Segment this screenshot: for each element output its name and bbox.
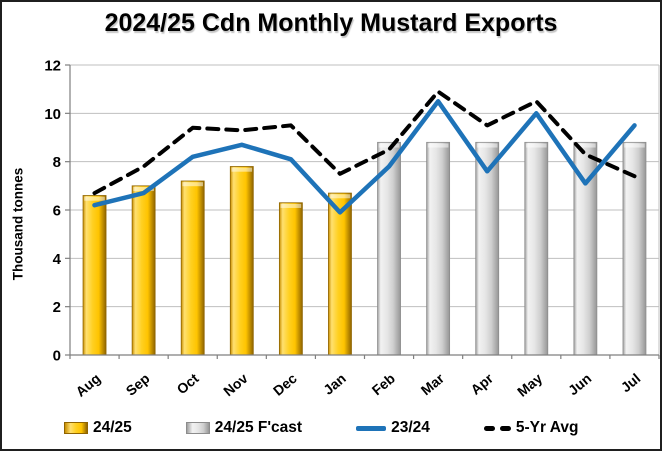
bar-top-highlight bbox=[378, 143, 400, 148]
legend-swatch-line bbox=[356, 425, 387, 431]
bar-24-25-sep bbox=[131, 185, 156, 356]
bar-top-highlight bbox=[133, 187, 154, 192]
bar-24-25-dec bbox=[278, 202, 303, 356]
bar-top-highlight bbox=[427, 143, 449, 148]
x-category-label-jul: Jul bbox=[618, 370, 644, 395]
y-tick-label: 6 bbox=[53, 203, 61, 220]
bar-24-25-oct bbox=[180, 180, 205, 356]
x-category-label-feb: Feb bbox=[369, 370, 398, 398]
bar-top-highlight bbox=[182, 182, 204, 187]
bar-top-highlight bbox=[329, 194, 351, 199]
bar-top-highlight bbox=[525, 143, 547, 148]
x-category-label-sep: Sep bbox=[123, 370, 153, 399]
x-category-label-mar: Mar bbox=[418, 370, 448, 399]
y-tick-label: 4 bbox=[53, 251, 62, 268]
legend-label: 23/24 bbox=[391, 419, 430, 436]
chart-title: 2024/25 Cdn Monthly Mustard Exports bbox=[104, 9, 558, 37]
bar-24-25-aug bbox=[82, 195, 107, 356]
legend-item-5-yr-avg: 5-Yr Avg bbox=[483, 419, 579, 437]
legend-swatch-bar bbox=[185, 422, 210, 434]
bar-top-highlight bbox=[231, 167, 253, 172]
bar-24-25-f-cast-apr bbox=[475, 141, 500, 356]
bar-top-highlight bbox=[84, 196, 105, 201]
y-tick-label: 8 bbox=[53, 154, 61, 171]
x-category-label-apr: Apr bbox=[467, 370, 496, 398]
y-tick-label: 2 bbox=[53, 299, 61, 316]
x-category-label-oct: Oct bbox=[173, 370, 201, 397]
legend-label: 24/25 F'cast bbox=[214, 419, 303, 436]
line-5-yr-avg bbox=[92, 89, 637, 196]
y-tick-label: 10 bbox=[44, 106, 61, 123]
x-category-label-may: May bbox=[514, 370, 545, 400]
y-tick-label: 0 bbox=[53, 348, 61, 365]
x-category-label-nov: Nov bbox=[220, 370, 251, 399]
legend-item-23-24: 23/24 bbox=[356, 419, 430, 437]
x-category-label-jun: Jun bbox=[565, 370, 594, 398]
bar-24-25-nov bbox=[229, 166, 254, 356]
bar-24-25-f-cast-mar bbox=[426, 141, 451, 356]
legend-item-24-25: 24/25 bbox=[64, 419, 132, 437]
legend-label: 5-Yr Avg bbox=[515, 419, 579, 436]
bar-top-highlight bbox=[280, 203, 302, 208]
bar-24-25-jan bbox=[328, 192, 352, 356]
legend: 24/25 24/25 F'cast 23/24 5-Yr Avg bbox=[64, 419, 578, 437]
bar-24-25-f-cast-may bbox=[524, 141, 549, 356]
legend-label: 24/25 bbox=[93, 419, 132, 436]
legend-swatch-bar bbox=[64, 422, 88, 434]
bar-top-highlight bbox=[624, 143, 645, 148]
legend-item-24-25-f-cast: 24/25 F'cast bbox=[185, 419, 303, 437]
bar-top-highlight bbox=[476, 143, 498, 148]
y-tick-label: 12 bbox=[44, 58, 61, 75]
x-category-label-dec: Dec bbox=[270, 370, 300, 399]
line-23-24 bbox=[92, 99, 637, 215]
x-category-label-aug: Aug bbox=[72, 370, 103, 400]
legend-swatch-dashed-line bbox=[483, 425, 511, 431]
x-category-label-jan: Jan bbox=[320, 370, 349, 398]
bar-top-highlight bbox=[575, 143, 596, 148]
